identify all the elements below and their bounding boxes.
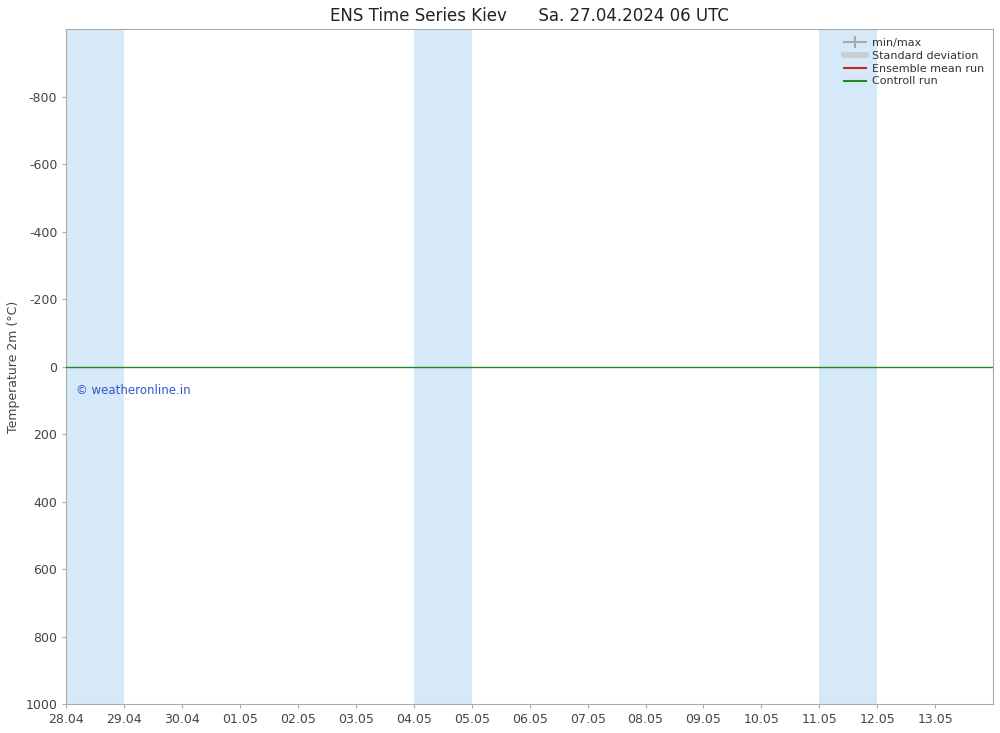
Title: ENS Time Series Kiev      Sa. 27.04.2024 06 UTC: ENS Time Series Kiev Sa. 27.04.2024 06 U… — [330, 7, 729, 25]
Bar — [66, 29, 124, 704]
Y-axis label: Temperature 2m (°C): Temperature 2m (°C) — [7, 301, 20, 432]
Legend: min/max, Standard deviation, Ensemble mean run, Controll run: min/max, Standard deviation, Ensemble me… — [841, 35, 988, 90]
Text: © weatheronline.in: © weatheronline.in — [76, 383, 190, 397]
Bar — [819, 29, 877, 704]
Bar — [414, 29, 472, 704]
